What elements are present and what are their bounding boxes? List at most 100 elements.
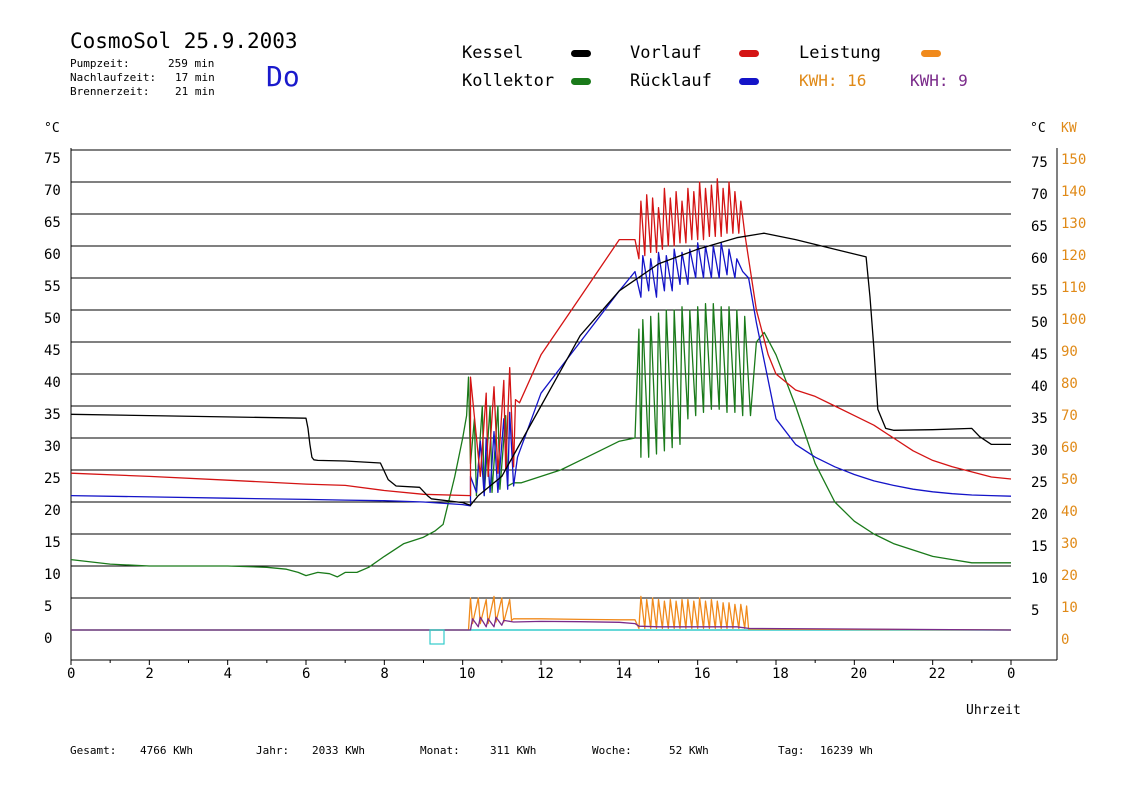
y-tick-label-kw: 120: [1061, 248, 1086, 264]
y-axis-unit-kw: KW: [1061, 121, 1077, 136]
y-tick-label-left: 35: [44, 407, 61, 423]
footer-monat-label: Monat:: [420, 744, 460, 757]
legend-leistung-swatch: [921, 50, 941, 57]
y-tick-label-left: 10: [44, 567, 61, 583]
y-tick-label-kw: 20: [1061, 568, 1078, 584]
legend-kollektor: Kollektor: [462, 71, 555, 91]
y-tick-label-right: 20: [1031, 507, 1048, 523]
chart-title: CosmoSol 25.9.2003: [70, 29, 298, 53]
y-tick-label-left: 75: [44, 151, 61, 167]
footer-tag-value: 16239 Wh: [820, 744, 873, 757]
weekday-label: Do: [266, 60, 300, 93]
x-axis-label: Uhrzeit: [966, 703, 1021, 718]
series-line-kollektor: [70, 302, 1011, 578]
legend-kessel-swatch: [571, 50, 591, 57]
x-tick-label: 0: [67, 666, 75, 682]
y-tick-label-right: 55: [1031, 283, 1048, 299]
legend-vorlauf: Vorlauf: [630, 43, 702, 63]
y-tick-label-right: 30: [1031, 443, 1048, 459]
y-tick-label-left: 30: [44, 439, 61, 455]
pumpzeit-label: Pumpzeit:: [70, 57, 130, 70]
series-line-leistung: [71, 595, 1012, 631]
x-tick-label: 20: [850, 666, 867, 682]
time-marker: [429, 629, 445, 645]
x-tick-label: 14: [615, 666, 632, 682]
footer-jahr-value: 2033 KWh: [312, 744, 365, 757]
x-tick-label: 22: [929, 666, 946, 682]
footer-monat-value: 311 KWh: [490, 744, 537, 757]
x-tick-label: 18: [772, 666, 789, 682]
x-tick-label: 0: [1007, 666, 1015, 682]
y-tick-label-right: 5: [1031, 603, 1039, 619]
brenner-value: 21 min: [175, 85, 215, 98]
x-tick-label: 4: [224, 666, 232, 682]
y-tick-label-right: 40: [1031, 379, 1048, 395]
legend-kwh-solar: KWH: 16: [799, 71, 867, 90]
y-tick-label-right: 45: [1031, 347, 1048, 363]
x-tick-label: 10: [459, 666, 476, 682]
y-tick-label-kw: 150: [1061, 152, 1086, 168]
y-tick-label-kw: 60: [1061, 440, 1078, 456]
y-tick-label-right: 60: [1031, 251, 1048, 267]
y-tick-label-right: 75: [1031, 155, 1048, 171]
x-tick-label: 2: [145, 666, 153, 682]
y-tick-label-kw: 100: [1061, 312, 1086, 328]
y-tick-label-right: 70: [1031, 187, 1048, 203]
y-tick-label-kw: 90: [1061, 344, 1078, 360]
y-tick-label-kw: 10: [1061, 600, 1078, 616]
y-tick-label-right: 25: [1031, 475, 1048, 491]
legend-ruecklauf-swatch: [739, 78, 759, 85]
y-tick-label-kw: 70: [1061, 408, 1078, 424]
y-tick-label-left: 20: [44, 503, 61, 519]
y-tick-label-right: 50: [1031, 315, 1048, 331]
y-tick-label-left: 70: [44, 183, 61, 199]
legend-kessel: Kessel: [462, 43, 524, 63]
y-tick-label-left: 25: [44, 471, 61, 487]
x-tick-label: 16: [694, 666, 711, 682]
y-tick-label-kw: 30: [1061, 536, 1078, 552]
legend-kollektor-swatch: [571, 78, 591, 85]
legend-leistung: Leistung: [799, 43, 881, 63]
y-tick-label-kw: 130: [1061, 216, 1086, 232]
y-tick-label-left: 50: [44, 311, 61, 327]
y-tick-label-left: 65: [44, 215, 61, 231]
y-tick-label-right: 35: [1031, 411, 1048, 427]
y-tick-label-left: 60: [44, 247, 61, 263]
pumpzeit-value: 259 min: [168, 57, 215, 70]
legend-kwh-second: KWH: 9: [910, 71, 968, 90]
series-line-kwh-9: [71, 616, 1012, 631]
y-tick-label-left: 40: [44, 375, 61, 391]
footer-woche-label: Woche:: [592, 744, 632, 757]
y-tick-label-right: 15: [1031, 539, 1048, 555]
x-tick-label: 8: [380, 666, 388, 682]
y-tick-label-kw: 80: [1061, 376, 1078, 392]
y-tick-label-kw: 0: [1061, 632, 1069, 648]
y-axis-unit-left: °C: [44, 121, 60, 136]
y-axis-unit-right: °C: [1030, 121, 1046, 136]
legend-vorlauf-swatch: [739, 50, 759, 57]
y-tick-label-left: 5: [44, 599, 52, 615]
y-tick-label-left: 15: [44, 535, 61, 551]
y-tick-label-left: 0: [44, 631, 52, 647]
footer-jahr-label: Jahr:: [256, 744, 290, 757]
nachlauf-value: 17 min: [175, 71, 215, 84]
y-tick-label-kw: 50: [1061, 472, 1078, 488]
footer-woche-value: 52 KWh: [669, 744, 709, 757]
y-tick-label-kw: 110: [1061, 280, 1086, 296]
series-line-vorlauf: [70, 178, 1012, 497]
nachlauf-label: Nachlaufzeit:: [70, 71, 157, 84]
x-tick-label: 6: [302, 666, 310, 682]
legend-ruecklauf: Rücklauf: [630, 71, 712, 91]
y-tick-label-left: 45: [44, 343, 61, 359]
brenner-label: Brennerzeit:: [70, 85, 150, 98]
y-tick-label-kw: 40: [1061, 504, 1078, 520]
y-tick-label-right: 65: [1031, 219, 1048, 235]
y-tick-label-left: 55: [44, 279, 61, 295]
y-tick-label-kw: 140: [1061, 184, 1086, 200]
footer-gesamt-value: 4766 KWh: [140, 744, 193, 757]
y-tick-label-right: 10: [1031, 571, 1048, 587]
footer-tag-label: Tag:: [778, 744, 805, 757]
footer-gesamt-label: Gesamt:: [70, 744, 117, 757]
x-tick-label: 12: [537, 666, 554, 682]
